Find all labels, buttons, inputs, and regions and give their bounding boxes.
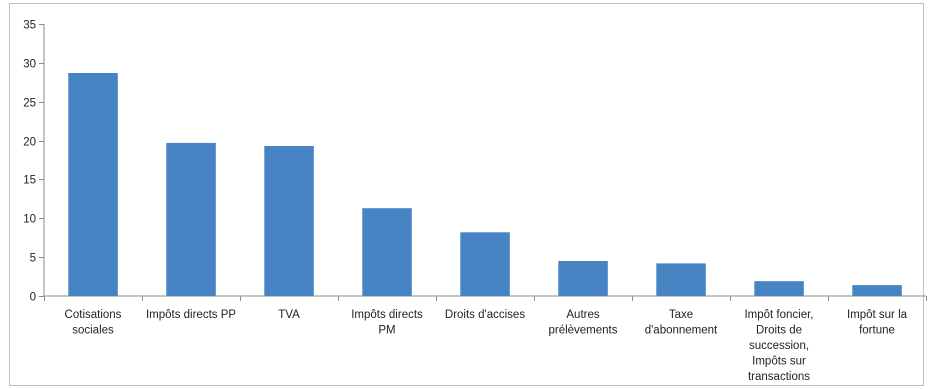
bar (166, 142, 216, 296)
x-category-label: sociales (72, 325, 114, 337)
bar (68, 73, 118, 296)
y-tick-label: 30 (23, 59, 36, 71)
x-category-label: Cotisations (65, 309, 122, 321)
x-category-label: succession, (749, 340, 809, 352)
x-category-label: Autres (566, 309, 599, 321)
y-tick-label: 25 (23, 98, 36, 110)
y-tick-label: 5 (30, 253, 36, 265)
y-tick-label: 0 (30, 292, 36, 304)
x-category-label: TVA (278, 309, 300, 321)
x-category-label: fortune (859, 325, 895, 337)
x-category-label: prélèvements (548, 325, 617, 337)
bar (460, 232, 510, 296)
bar (558, 261, 608, 296)
bar (754, 281, 804, 296)
y-tick-label: 15 (23, 175, 36, 187)
bar (362, 208, 412, 296)
x-category-label: Taxe (669, 309, 693, 321)
x-category-label: d'abonnement (645, 325, 718, 337)
x-category-label: Impôts sur (752, 356, 806, 368)
x-category-label: Impôts directs PP (146, 309, 236, 321)
x-category-label: transactions (748, 371, 810, 383)
bar (656, 263, 706, 296)
y-tick-label: 20 (23, 137, 36, 149)
y-tick-label: 35 (23, 20, 36, 32)
x-category-label: Impôt sur la (847, 309, 908, 321)
x-category-label: Impôts directs (351, 309, 423, 321)
x-category-label: Impôt foncier, (744, 309, 813, 321)
x-category-label: Droits de (756, 325, 802, 337)
y-tick-label: 10 (23, 214, 36, 226)
x-category-label: PM (378, 325, 395, 337)
chart-frame (9, 3, 924, 386)
bar (852, 285, 902, 296)
bar (264, 146, 314, 296)
x-category-label: Droits d'accises (445, 309, 525, 321)
